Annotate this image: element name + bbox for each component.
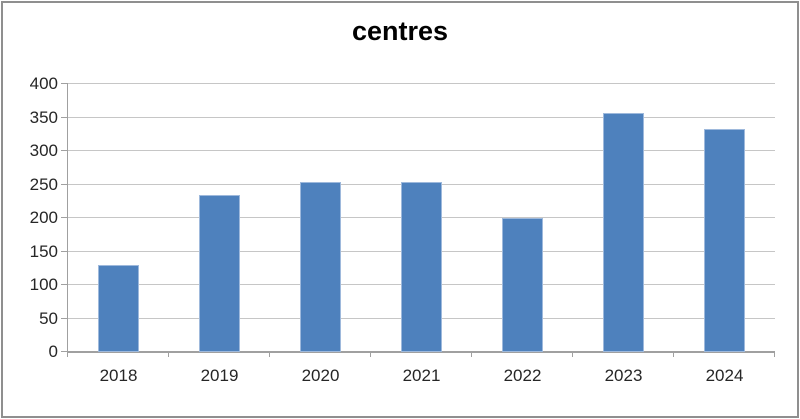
y-axis-tick-150 bbox=[61, 250, 68, 252]
y-axis-tick-350 bbox=[61, 116, 68, 118]
x-axis-tick-0 bbox=[67, 352, 68, 357]
y-axis-line bbox=[67, 84, 68, 352]
x-axis-label-2018: 2018 bbox=[99, 366, 138, 385]
plot-area bbox=[61, 83, 775, 357]
gridline-300 bbox=[68, 150, 775, 151]
gridline-400 bbox=[68, 83, 775, 84]
bar-2024 bbox=[704, 129, 745, 352]
x-axis-label-2019: 2019 bbox=[200, 366, 239, 385]
x-axis-tick-1 bbox=[168, 352, 169, 357]
y-axis-label-0: 0 bbox=[48, 342, 58, 361]
y-axis-label-350: 350 bbox=[29, 107, 58, 127]
y-axis-label-400: 400 bbox=[29, 74, 58, 93]
y-axis-tick-100 bbox=[61, 284, 68, 285]
y-axis-tick-50 bbox=[61, 317, 68, 319]
y-axis-label-150: 150 bbox=[29, 241, 58, 261]
x-axis-label-2024: 2024 bbox=[705, 366, 744, 385]
x-axis-label-2023: 2023 bbox=[604, 366, 643, 385]
x-axis-tick-3 bbox=[370, 352, 371, 357]
y-axis-tick-250 bbox=[61, 183, 68, 185]
x-axis-label-2022: 2022 bbox=[503, 366, 542, 385]
x-axis-label-2020: 2020 bbox=[301, 366, 340, 385]
x-axis-label-2021: 2021 bbox=[402, 366, 441, 385]
y-axis-tick-0 bbox=[61, 351, 68, 352]
bar-2018 bbox=[98, 265, 139, 352]
y-axis-tick-400 bbox=[61, 83, 68, 84]
x-axis-tick-5 bbox=[572, 352, 573, 357]
y-axis-label-300: 300 bbox=[29, 141, 58, 160]
y-axis-label-250: 250 bbox=[29, 174, 58, 194]
y-axis-label-100: 100 bbox=[29, 275, 58, 294]
x-axis-tick-4 bbox=[471, 352, 472, 357]
y-axis-tick-200 bbox=[61, 217, 68, 218]
bar-2022 bbox=[502, 218, 543, 352]
x-axis-tick-7 bbox=[774, 352, 775, 357]
gridline-350 bbox=[68, 116, 775, 118]
chart-title: centres bbox=[351, 16, 449, 46]
y-axis-tick-300 bbox=[61, 150, 68, 151]
bar-2020 bbox=[300, 182, 341, 352]
x-axis-line bbox=[67, 351, 775, 353]
y-axis-label-200: 200 bbox=[29, 208, 58, 227]
x-axis-tick-2 bbox=[269, 352, 270, 357]
bar-2021 bbox=[401, 182, 442, 352]
x-axis-tick-6 bbox=[673, 352, 674, 357]
bar-2023 bbox=[603, 113, 644, 352]
y-axis-label-50: 50 bbox=[39, 308, 58, 328]
bar-2019 bbox=[199, 195, 240, 352]
